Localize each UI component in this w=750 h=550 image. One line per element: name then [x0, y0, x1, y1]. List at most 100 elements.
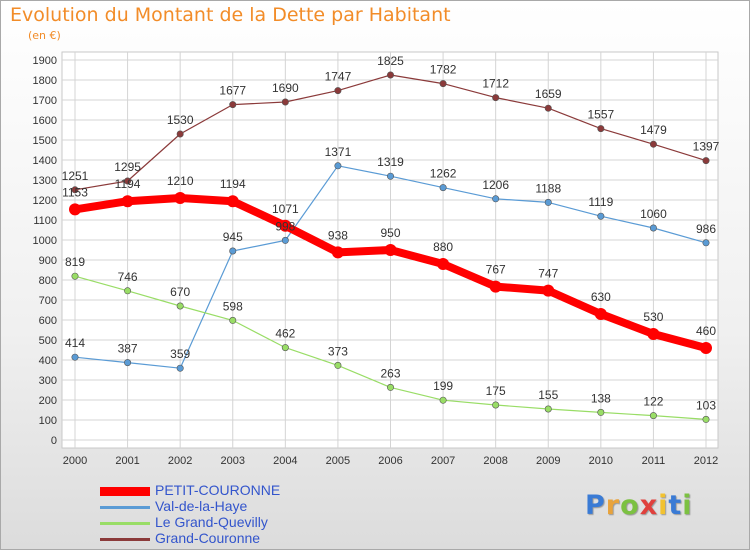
proxiti-logo: Proxiti — [585, 490, 693, 521]
data-point — [229, 316, 237, 324]
y-tick-label: 1700 — [33, 95, 57, 107]
data-point — [437, 258, 450, 270]
data-label: 1557 — [587, 108, 614, 122]
data-label: 1319 — [377, 155, 404, 169]
y-tick-label: 300 — [39, 375, 57, 387]
data-point — [542, 284, 555, 297]
data-point — [281, 344, 289, 352]
data-point — [544, 405, 552, 413]
unit-label: (en €) — [28, 29, 61, 42]
logo-letter: i — [682, 490, 693, 521]
data-point — [647, 328, 660, 340]
x-tick-label: 2000 — [63, 455, 87, 467]
data-label: 1782 — [430, 63, 457, 77]
data-label: 103 — [696, 398, 716, 412]
y-tick-label: 1500 — [33, 135, 57, 147]
x-tick-label: 2003 — [221, 455, 245, 467]
legend-label: Le Grand-Quevilly — [155, 514, 268, 530]
data-label: 1747 — [325, 70, 352, 84]
y-tick-label: 1300 — [33, 175, 57, 187]
logo-letter: i — [658, 490, 669, 521]
data-label: 880 — [433, 240, 453, 254]
data-point — [226, 195, 239, 208]
x-tick-label: 2010 — [589, 455, 613, 467]
legend-swatch — [100, 506, 150, 509]
data-label: 1659 — [535, 87, 562, 101]
legend-swatch — [100, 522, 150, 525]
x-tick-label: 2009 — [536, 455, 560, 467]
data-point — [279, 219, 292, 232]
data-label: 1194 — [220, 177, 246, 191]
data-label: 767 — [486, 263, 506, 277]
data-label: 945 — [223, 230, 243, 244]
data-point — [649, 140, 657, 148]
data-point — [229, 101, 237, 109]
legend: PETIT-COURONNE Val-de-la-Haye Le Grand-Q… — [100, 482, 400, 548]
data-label: 1690 — [272, 81, 299, 95]
data-point — [384, 244, 397, 256]
data-point — [281, 98, 289, 106]
data-point — [702, 239, 710, 247]
data-point — [702, 157, 710, 165]
data-point — [649, 412, 657, 420]
data-point — [439, 396, 447, 404]
data-label: 1210 — [167, 174, 194, 188]
data-label: 175 — [486, 384, 506, 398]
y-tick-label: 1600 — [33, 115, 57, 127]
y-tick-label: 700 — [39, 295, 57, 307]
y-tick-label: 900 — [39, 255, 57, 267]
data-point — [492, 401, 500, 409]
logo-letter: o — [620, 490, 640, 521]
data-label: 199 — [433, 379, 453, 393]
data-label: 1530 — [167, 113, 194, 127]
data-point — [331, 246, 344, 259]
data-label: 263 — [380, 366, 400, 380]
legend-label: Grand-Couronne — [155, 530, 261, 546]
data-point — [124, 359, 132, 367]
y-tick-label: 1100 — [33, 215, 57, 227]
data-label: 598 — [223, 299, 243, 313]
data-label: 1188 — [535, 181, 561, 195]
data-point — [386, 172, 394, 180]
data-point — [492, 94, 500, 102]
data-label: 1295 — [114, 160, 141, 174]
data-point — [71, 353, 79, 361]
x-tick-label: 2012 — [694, 455, 718, 467]
data-point — [334, 87, 342, 95]
legend-swatch — [100, 538, 150, 541]
data-label: 938 — [328, 228, 348, 242]
data-label: 1153 — [62, 185, 88, 199]
data-point — [69, 203, 81, 216]
y-tick-label: 0 — [51, 435, 57, 447]
data-label: 819 — [65, 255, 85, 269]
chart-title: Evolution du Montant de la Dette par Hab… — [10, 4, 451, 26]
data-point — [386, 71, 394, 79]
data-point — [176, 302, 184, 310]
x-tick-label: 2008 — [483, 455, 507, 467]
data-label: 122 — [643, 395, 663, 409]
data-label: 986 — [696, 222, 716, 236]
data-point — [597, 408, 605, 416]
data-point — [544, 198, 552, 206]
y-tick-label: 1000 — [33, 235, 57, 247]
data-point — [597, 125, 605, 133]
data-label: 1071 — [272, 202, 299, 216]
data-label: 387 — [118, 342, 138, 356]
data-label: 1397 — [693, 140, 720, 154]
data-label: 1119 — [588, 195, 613, 209]
legend-item-val-de-la-haye: Val-de-la-Haye — [100, 498, 400, 516]
data-point — [489, 280, 502, 293]
x-tick-label: 2004 — [273, 455, 297, 467]
data-label: 530 — [643, 310, 663, 324]
legend-item-petit-couronne: PETIT-COURONNE — [100, 482, 400, 500]
y-tick-label: 600 — [39, 315, 57, 327]
x-tick-label: 2007 — [431, 455, 455, 467]
data-point — [334, 162, 342, 170]
y-tick-label: 800 — [39, 275, 57, 287]
data-point — [124, 287, 132, 295]
data-label: 414 — [65, 336, 85, 350]
data-point — [386, 383, 394, 391]
data-point — [700, 342, 712, 354]
data-point — [439, 80, 447, 88]
y-tick-label: 200 — [39, 395, 57, 407]
